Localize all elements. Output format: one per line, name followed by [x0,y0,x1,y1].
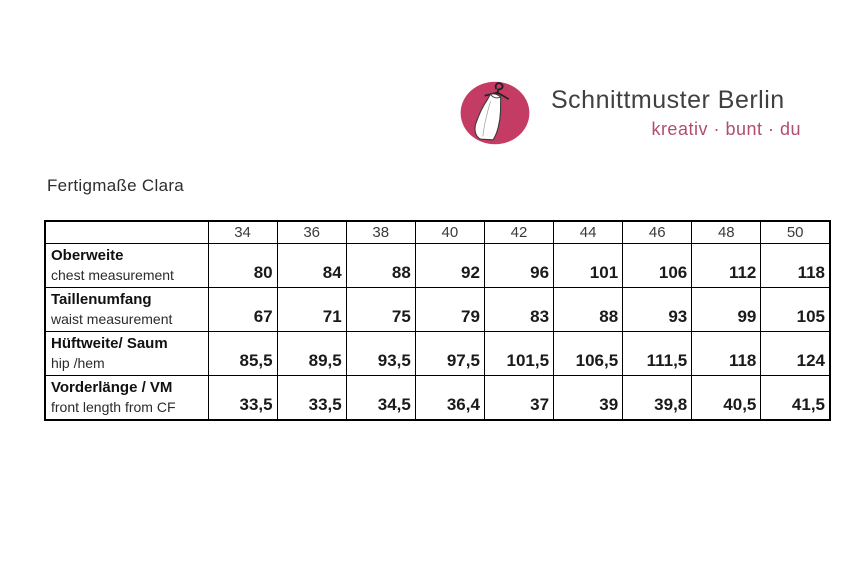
size-header: 36 [276,220,347,244]
size-table: 34 36 38 40 42 44 46 48 50 Oberweite che… [44,220,831,421]
table-row-chest: Oberweite chest measurement 80 84 88 92 … [44,242,831,288]
table-row-waist: Taillenumfang waist measurement 67 71 75… [44,286,831,332]
measurement-value: 89,5 [276,330,347,376]
measurement-value: 88 [553,286,624,332]
measurement-value: 79 [414,286,485,332]
measurement-value: 39 [553,374,624,420]
measurement-value: 84 [276,242,347,288]
row-label: Oberweite chest measurement [44,242,209,288]
measurement-value: 88 [345,242,416,288]
row-label-en: chest measurement [51,266,174,283]
measurement-value: 33,5 [207,374,278,420]
row-label-en: hip /hem [51,354,105,371]
row-label-en: front length from CF [51,398,176,415]
measurement-value: 101 [553,242,624,288]
size-header: 42 [483,220,555,244]
size-header: 48 [691,220,762,244]
measurement-value: 36,4 [414,374,485,420]
logo: Schnittmuster Berlin kreativ · bunt · du [453,74,801,152]
measurement-value: 96 [483,242,555,288]
size-header: 50 [760,220,831,244]
measurement-value: 75 [345,286,416,332]
size-header-row: 34 36 38 40 42 44 46 48 50 [44,220,831,244]
measurement-value: 33,5 [276,374,347,420]
measurement-value: 97,5 [414,330,485,376]
measurement-value: 34,5 [345,374,416,420]
measurement-value: 39,8 [622,374,693,420]
measurement-value: 85,5 [207,330,278,376]
row-label-en: waist measurement [51,310,173,327]
measurement-value: 41,5 [760,374,831,420]
table-row-hip: Hüftweite/ Saum hip /hem 85,5 89,5 93,5 … [44,330,831,376]
measurement-value: 93,5 [345,330,416,376]
measurement-value: 99 [691,286,762,332]
row-label-de: Vorderlänge / VM [51,378,173,396]
measurement-value: 118 [691,330,762,376]
dress-on-hanger-icon [460,81,530,145]
row-label-de: Taillenumfang [51,290,152,308]
row-label: Taillenumfang waist measurement [44,286,209,332]
measurement-value: 124 [760,330,831,376]
row-label-de: Hüftweite/ Saum [51,334,168,352]
size-header: 46 [622,220,693,244]
row-label: Vorderlänge / VM front length from CF [44,374,209,420]
table-row-front-length: Vorderlänge / VM front length from CF 33… [44,374,831,420]
measurement-value: 92 [414,242,485,288]
row-label: Hüftweite/ Saum hip /hem [44,330,209,376]
measurement-value: 93 [622,286,693,332]
measurement-value: 112 [691,242,762,288]
measurement-value: 106,5 [553,330,624,376]
size-header: 44 [553,220,624,244]
brand-name: Schnittmuster Berlin [551,86,785,114]
measurement-value: 105 [760,286,831,332]
measurement-value: 118 [760,242,831,288]
size-header: 40 [414,220,485,244]
measurement-value: 80 [207,242,278,288]
header-empty-cell [44,220,209,244]
measurement-value: 37 [483,374,555,420]
measurement-value: 111,5 [622,330,693,376]
size-header: 38 [345,220,416,244]
measurement-value: 40,5 [691,374,762,420]
measurement-value: 106 [622,242,693,288]
measurement-value: 71 [276,286,347,332]
measurement-value: 67 [207,286,278,332]
measurement-value: 83 [483,286,555,332]
logo-text: Schnittmuster Berlin kreativ · bunt · du [551,74,801,140]
brand-tagline: kreativ · bunt · du [651,119,801,139]
measurement-value: 101,5 [483,330,555,376]
size-header: 34 [207,220,278,244]
page-title: Fertigmaße Clara [47,176,185,195]
row-label-de: Oberweite [51,246,124,264]
